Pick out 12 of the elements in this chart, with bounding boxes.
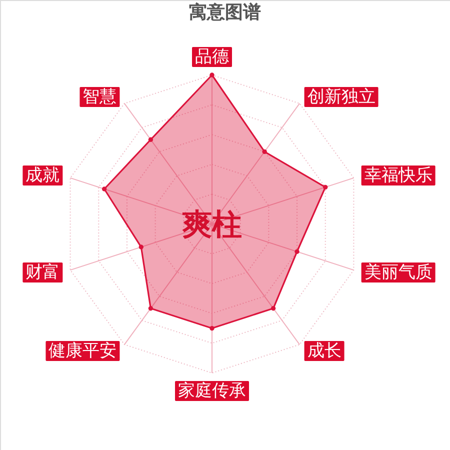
chart-title: 寓意图谱 [189, 2, 261, 23]
spoke-label: 成长 [307, 341, 342, 362]
spoke-label: 健康平安 [48, 341, 117, 362]
spoke-label: 成就 [26, 165, 60, 186]
spoke-label: 家庭传承 [178, 381, 246, 401]
spoke-label: 创新独立 [307, 86, 376, 107]
spoke-label: 幸福快乐 [364, 165, 432, 186]
spoke-label: 财富 [26, 262, 60, 283]
text: 爽柱 [181, 207, 242, 242]
spoke-label: 美丽气质 [364, 262, 432, 283]
spoke-label: 智慧 [82, 86, 117, 107]
spoke-label: 品德 [195, 47, 229, 67]
